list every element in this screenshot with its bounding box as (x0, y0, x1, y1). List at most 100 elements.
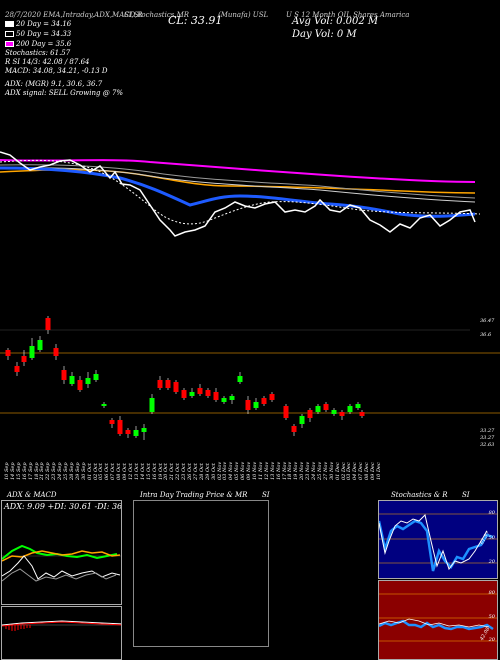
ema200-line (0, 159, 476, 183)
adx-values: ADX: 9.09 +DI: 30.61 -DI: 36.73 (4, 502, 122, 511)
candle-body (53, 348, 59, 356)
date-label: 01 Dec (334, 462, 341, 480)
close-price: CL: 33.91 (168, 14, 223, 27)
candle-body (93, 374, 99, 380)
candle-body (77, 380, 83, 390)
candle-body (149, 398, 155, 412)
date-label: 16 Sep (21, 462, 28, 480)
ema-orange-line (0, 168, 476, 194)
candlestick-chart (0, 316, 500, 440)
date-label: 14 Oct (139, 463, 146, 480)
candle-body (101, 404, 107, 406)
date-label: 17 Sep (27, 462, 34, 480)
symbol-description: U S 12 Month OIL Shares Amarica (286, 11, 410, 19)
candle-body (291, 426, 297, 432)
candle-body (165, 380, 171, 388)
candle-body (221, 398, 227, 402)
candle-body (14, 366, 20, 372)
rsi-panel: 80 50 20 42.08 (378, 580, 498, 660)
legend-ema20: 20 Day = 34.16 (5, 20, 71, 28)
candle-body (197, 388, 203, 394)
candle-body (261, 398, 267, 404)
candle-body (229, 396, 235, 400)
candle-body (141, 428, 147, 432)
date-label: 28 Oct (198, 463, 205, 480)
mr-line: SI,Stochastics,MR (124, 11, 190, 19)
date-label: 13 Oct (133, 463, 140, 480)
candle-body (61, 370, 67, 380)
adx-line-2 (2, 568, 117, 582)
date-label: 11 Nov (257, 461, 264, 480)
minus-di-line (2, 550, 121, 562)
munafa-label: (Munafa) USL (218, 11, 269, 19)
legend-ema200: 200 Day = 35.6 (5, 40, 71, 48)
candle-body (109, 420, 115, 424)
candle-body (315, 406, 321, 412)
stoch-panel-title: Stochastics & R (391, 491, 448, 499)
candle-body (331, 410, 337, 414)
adx-value: ADX: (MGR) 9.1, 30.6, 36.7 (5, 80, 103, 88)
stochastics-value: Stochastics: 61.57 (5, 49, 71, 57)
rsi-tick-50: 50 (488, 614, 495, 620)
candle-body (173, 382, 179, 392)
adx-panel-title: ADX & MACD (7, 491, 57, 499)
candle-body (205, 390, 211, 396)
date-label: 14 Sep (9, 462, 16, 480)
macd-histogram (5, 625, 31, 631)
price-label-low-3: 32.63 (480, 442, 495, 448)
candle-body (181, 390, 187, 398)
price-line (0, 151, 476, 237)
candle-body (5, 350, 11, 356)
date-label: 01 Oct (86, 463, 93, 480)
ema50-swatch-icon (5, 31, 14, 37)
candle-body (359, 412, 365, 416)
candle-body (355, 404, 361, 408)
date-label: 30 Oct (210, 463, 217, 480)
candle-body (245, 400, 251, 410)
candle-body (29, 346, 35, 358)
legend-ema20-label: 20 Day = 34.16 (16, 20, 72, 28)
stoch-tick-50: 50 (488, 535, 495, 541)
adx-signal: ADX signal: SELL Growing @ 7% (5, 89, 124, 97)
adx-panel: ADX: 9.09 +DI: 30.61 -DI: 36.73 (1, 500, 122, 605)
moving-average-chart (0, 151, 481, 237)
candle-body (133, 430, 139, 436)
date-label: 16 Nov (275, 461, 282, 480)
candle-body (269, 394, 275, 400)
candle-body (125, 430, 131, 434)
candle-body (157, 380, 163, 388)
candle-body (85, 378, 91, 384)
candle-body (69, 376, 75, 384)
date-label: 15 Sep (15, 462, 22, 480)
rsi-tick-20: 20 (488, 637, 495, 643)
candle-body (117, 420, 123, 434)
candle-body (299, 416, 305, 424)
candle-body (45, 318, 51, 330)
date-label: 13 Nov (269, 461, 276, 480)
rsi-value: R SI 14/3: 42.08 / 87.64 (5, 58, 90, 66)
stoch-panel-suffix: SI (462, 491, 470, 499)
rsi-line-2 (379, 618, 490, 628)
stoch-d-line (379, 514, 488, 571)
ema-gray-line-2 (0, 167, 476, 203)
candle-body (323, 404, 329, 410)
date-label: 27 Nov (322, 461, 329, 480)
legend-ema50: 50 Day = 34.33 (5, 30, 71, 38)
symbol-line: 28/7/2020 EMA,Intraday,ADX,MACD,R (5, 11, 143, 19)
candle-body (283, 406, 289, 418)
date-label: 29 Sep (74, 462, 81, 480)
candle-body (21, 356, 27, 362)
candle-body (189, 392, 195, 396)
stoch-tick-80: 80 (488, 510, 495, 516)
stoch-tick-20: 20 (488, 559, 495, 565)
date-label: 12 Nov (263, 461, 270, 480)
date-label: 30 Nov (328, 461, 335, 480)
price-label-low-2: 33.27 (480, 435, 495, 441)
price-label-mid: 36.6 (480, 332, 492, 338)
candle-body (237, 376, 243, 382)
macd-value: MACD: 34.08, 34.21, -0.13 D (5, 67, 108, 75)
date-label: 16 Oct (151, 463, 158, 480)
ema200-swatch-icon (5, 41, 14, 47)
adx-line (2, 555, 121, 580)
macd-signal-line (2, 621, 121, 627)
